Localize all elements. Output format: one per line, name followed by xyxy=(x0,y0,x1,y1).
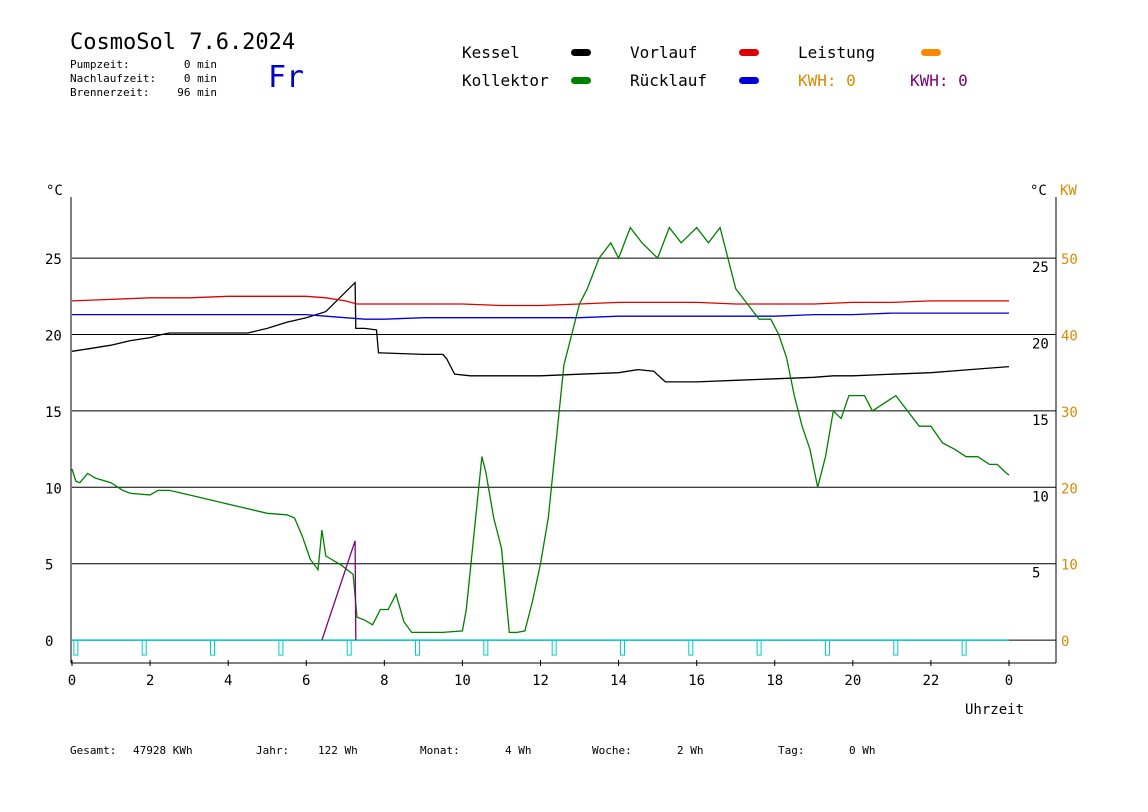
x-tick-label: 20 xyxy=(844,673,861,689)
x-tick-label: 0 xyxy=(1005,673,1013,689)
pump-marker xyxy=(619,639,625,656)
pump-marker xyxy=(415,639,421,656)
pump-marker xyxy=(141,639,147,656)
x-tick-label: 16 xyxy=(688,673,705,689)
y-tick-right: 10 xyxy=(1032,489,1049,505)
pump-marker xyxy=(210,639,216,656)
stat-label-brennerzeit: Brennerzeit: xyxy=(70,86,150,99)
legend-kwh-purple: KWH: 0 xyxy=(910,71,968,90)
y-axis-label-left: °C xyxy=(46,183,63,199)
footer-monat-value: 4 Wh xyxy=(505,744,532,757)
pump-marker xyxy=(756,639,762,656)
stat-value-pumpzeit: 0 min xyxy=(183,58,217,71)
legend-kessel-label: Kessel xyxy=(462,43,520,62)
footer-jahr-label: Jahr: xyxy=(256,744,290,757)
y-tick-right: 5 xyxy=(1032,566,1040,582)
pump-marker xyxy=(551,639,557,656)
legend-kollektor-label: Kollektor xyxy=(462,71,549,90)
x-tick-label: 4 xyxy=(224,673,232,689)
weekday-label: Fr xyxy=(268,60,305,95)
footer-gesamt-value: 47928 KWh xyxy=(133,744,193,757)
x-tick-label: 22 xyxy=(922,673,939,689)
legend-leistung-swatch xyxy=(921,49,941,56)
stat-value-nachlaufzeit: 0 min xyxy=(183,72,217,85)
legend-ruecklauf-swatch xyxy=(739,77,759,84)
y-tick-right: 25 xyxy=(1032,260,1049,276)
legend-ruecklauf-label: Rücklauf xyxy=(630,71,708,90)
pump-marker xyxy=(824,639,830,656)
stat-label-pumpzeit: Pumpzeit: xyxy=(70,58,130,71)
pump-marker xyxy=(893,639,899,656)
chart-axes: 0 5 10 15 20 25 5 10 15 20 25 0 10 20 30 40 50 0 2 4 6 8 10 12 1… xyxy=(45,197,1078,689)
x-tick-label: 14 xyxy=(610,673,627,689)
y-tick-left: 10 xyxy=(45,481,62,497)
y-tick-left: 20 xyxy=(45,329,62,345)
x-tick-label: 18 xyxy=(766,673,783,689)
y-tick-kw: 0 xyxy=(1061,634,1069,650)
pump-marker xyxy=(688,639,694,656)
y-tick-kw: 40 xyxy=(1061,329,1078,345)
x-axis-label: Uhrzeit xyxy=(965,702,1024,718)
x-tick-label: 6 xyxy=(302,673,310,689)
series-line-kollektor xyxy=(71,226,1010,634)
y-tick-kw: 50 xyxy=(1061,252,1078,268)
y-tick-right: 20 xyxy=(1032,337,1049,353)
y-axis-label-right: °C xyxy=(1030,183,1047,199)
x-tick-label: 2 xyxy=(146,673,154,689)
legend-kollektor-swatch xyxy=(571,77,591,84)
legend-vorlauf-swatch xyxy=(739,49,759,56)
x-tick-label: 10 xyxy=(454,673,471,689)
x-tick-label: 12 xyxy=(532,673,549,689)
series-line-leistung xyxy=(321,540,357,641)
y-tick-kw: 20 xyxy=(1061,481,1078,497)
series-line-vorlauf xyxy=(71,295,1009,307)
footer-woche-label: Woche: xyxy=(592,744,632,757)
series-line-rcklauf xyxy=(72,312,1009,320)
legend-kessel-swatch xyxy=(571,49,591,56)
chart-grid xyxy=(72,257,1056,641)
y-tick-left: 0 xyxy=(45,634,53,650)
y-tick-kw: 30 xyxy=(1061,405,1078,421)
footer-monat-label: Monat: xyxy=(420,744,460,757)
y-tick-right: 15 xyxy=(1032,413,1049,429)
footer-tag-label: Tag: xyxy=(778,744,805,757)
chart-series xyxy=(71,226,1010,656)
y-tick-left: 5 xyxy=(45,558,53,574)
pump-marker xyxy=(73,639,79,656)
pump-marker xyxy=(483,639,489,656)
series-line-kessel xyxy=(71,281,1010,383)
pump-marker xyxy=(346,639,352,656)
y-axis-label-kw: KW xyxy=(1060,183,1077,199)
x-tick-label: 0 xyxy=(68,673,76,689)
stat-label-nachlaufzeit: Nachlaufzeit: xyxy=(70,72,157,85)
footer-woche-value: 2 Wh xyxy=(677,744,704,757)
footer-tag-value: 0 Wh xyxy=(849,744,876,757)
y-tick-left: 25 xyxy=(45,252,62,268)
footer-gesamt-label: Gesamt: xyxy=(70,744,117,757)
y-tick-left: 15 xyxy=(45,405,62,421)
legend-vorlauf-label: Vorlauf xyxy=(630,43,698,62)
y-tick-kw: 10 xyxy=(1061,558,1078,574)
stat-value-brennerzeit: 96 min xyxy=(177,86,217,99)
x-tick-label: 8 xyxy=(380,673,388,689)
page-title: CosmoSol 7.6.2024 xyxy=(70,30,296,55)
pump-marker xyxy=(278,639,284,656)
legend-leistung-label: Leistung xyxy=(798,43,876,62)
footer-jahr-value: 122 Wh xyxy=(318,744,358,757)
legend-kwh-orange: KWH: 0 xyxy=(798,71,856,90)
pump-marker xyxy=(961,639,967,656)
